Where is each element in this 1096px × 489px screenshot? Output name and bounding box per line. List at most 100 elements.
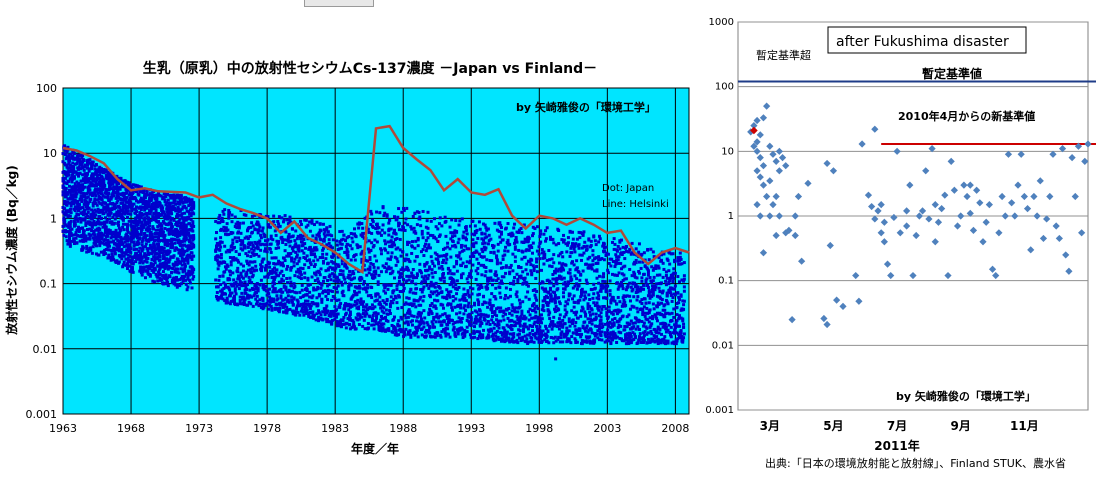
- japan-point: [119, 188, 122, 191]
- japan-point: [341, 230, 344, 233]
- japan-point: [466, 330, 469, 333]
- japan-point: [462, 288, 465, 291]
- japan-point: [69, 225, 72, 228]
- japan-point: [192, 237, 195, 240]
- japan-point: [262, 226, 265, 229]
- japan-point: [95, 163, 98, 166]
- japan-point: [395, 288, 398, 291]
- japan-point: [370, 286, 373, 289]
- japan-point: [186, 262, 189, 265]
- japan-point: [337, 299, 340, 302]
- japan-point: [375, 211, 378, 214]
- japan-point: [302, 252, 305, 255]
- japan-point: [363, 280, 366, 283]
- japan-point: [350, 259, 353, 262]
- japan-point: [524, 277, 527, 280]
- japan-point: [70, 180, 73, 183]
- japan-point: [507, 250, 510, 253]
- japan-point: [458, 286, 461, 289]
- japan-point: [526, 290, 529, 293]
- japan-point: [444, 312, 447, 315]
- japan-point: [531, 252, 534, 255]
- japan-point: [369, 249, 372, 252]
- japan-point: [440, 336, 443, 339]
- japan-point: [462, 312, 465, 315]
- japan-point: [164, 234, 167, 237]
- japan-point: [286, 265, 289, 268]
- japan-point: [192, 212, 195, 215]
- japan-point: [282, 274, 285, 277]
- japan-point: [513, 276, 516, 279]
- japan-point: [303, 272, 306, 275]
- japan-point: [279, 306, 282, 309]
- japan-point: [389, 258, 392, 261]
- japan-point: [404, 328, 407, 331]
- japan-point: [426, 227, 429, 230]
- japan-point: [267, 308, 270, 311]
- japan-point: [412, 215, 415, 218]
- japan-point: [507, 317, 510, 320]
- japan-point: [446, 327, 449, 330]
- japan-point: [505, 227, 508, 230]
- japan-point: [293, 264, 296, 267]
- japan-point: [315, 221, 318, 224]
- japan-point: [471, 311, 474, 314]
- japan-point: [401, 251, 404, 254]
- japan-point: [447, 333, 450, 336]
- japan-point: [386, 320, 389, 323]
- japan-point: [275, 294, 278, 297]
- japan-point: [367, 326, 370, 329]
- japan-point: [266, 250, 269, 253]
- japan-point: [385, 262, 388, 265]
- japan-point: [374, 270, 377, 273]
- japan-point: [123, 261, 126, 264]
- japan-point: [391, 235, 394, 238]
- japan-point: [445, 253, 448, 256]
- japan-point: [293, 296, 296, 299]
- japan-point: [486, 282, 489, 285]
- japan-point: [493, 327, 496, 330]
- japan-point: [275, 234, 278, 237]
- japan-point: [258, 284, 261, 287]
- japan-point: [459, 306, 462, 309]
- japan-point: [266, 238, 269, 241]
- japan-point: [233, 297, 236, 300]
- japan-point: [138, 237, 141, 240]
- japan-point: [425, 239, 428, 242]
- japan-point: [473, 302, 476, 305]
- japan-point: [215, 231, 218, 234]
- japan-point: [327, 292, 330, 295]
- japan-point: [326, 310, 329, 313]
- japan-point: [289, 281, 292, 284]
- japan-point: [340, 281, 343, 284]
- japan-point: [289, 240, 292, 243]
- japan-point: [426, 277, 429, 280]
- japan-point: [522, 330, 525, 333]
- japan-point: [231, 271, 234, 274]
- japan-point: [277, 246, 280, 249]
- japan-point: [303, 276, 306, 279]
- japan-point: [342, 319, 345, 322]
- japan-point: [440, 291, 443, 294]
- japan-point: [359, 245, 362, 248]
- japan-point: [222, 274, 225, 277]
- japan-point: [238, 287, 241, 290]
- japan-point: [495, 314, 498, 317]
- japan-point: [421, 290, 424, 293]
- japan-point: [461, 317, 464, 320]
- japan-point: [191, 286, 194, 289]
- japan-point: [381, 229, 384, 232]
- japan-point: [360, 277, 363, 280]
- japan-point: [520, 310, 523, 313]
- japan-point: [487, 242, 490, 245]
- japan-point: [369, 258, 372, 261]
- japan-point: [312, 259, 315, 262]
- japan-point: [416, 329, 419, 332]
- japan-point: [390, 295, 393, 298]
- japan-point: [465, 265, 468, 268]
- japan-point: [80, 200, 83, 203]
- japan-point: [421, 233, 424, 236]
- japan-point: [430, 255, 433, 258]
- japan-point: [98, 244, 101, 247]
- japan-point: [226, 222, 229, 225]
